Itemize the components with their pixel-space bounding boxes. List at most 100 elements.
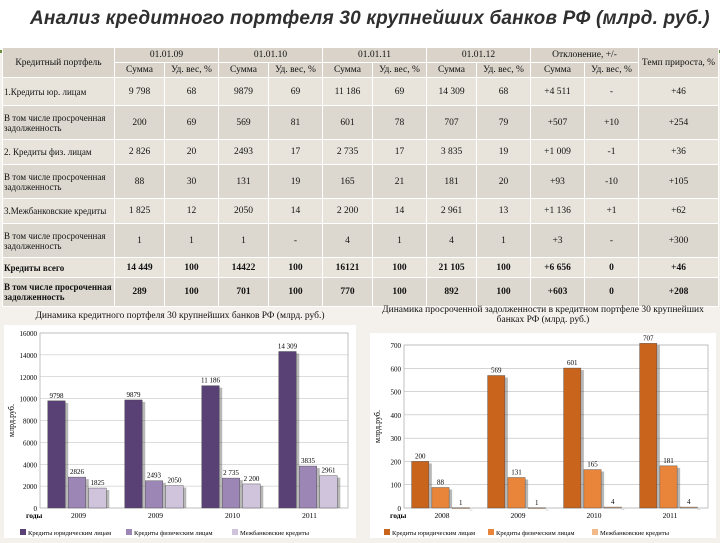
bar-shadow [449,489,453,508]
table-cell: 81 [268,105,323,140]
table-cell: 1 [114,223,165,258]
row-label: 3.Межбанковские кредиты [2,198,115,224]
table-cell: 100 [164,257,219,278]
legend-swatch [488,529,494,535]
y-tick-label: 12000 [20,374,38,382]
table-cell: 30 [164,164,219,199]
y-tick-label: 300 [391,435,402,443]
table-cell: -1 [584,139,639,165]
chart2-title: Динамика просроченной задолженности в кр… [382,305,704,325]
bar [507,477,526,509]
bar [451,507,470,509]
date-header: 01.01.09 [114,47,219,63]
bar-shadow [296,353,300,508]
share-subheader: Уд. вес, % [268,62,323,78]
table-row: 1.Кредиты юр. лицам 9 798 68 9879 69 11 186 69… [2,77,719,106]
bar-shadow [545,509,549,511]
x-tick-label: 2008 [435,511,450,520]
bar-shadow [504,377,508,508]
y-tick-label: 100 [391,482,402,490]
table-cell: 165 [322,164,373,199]
table-cell: 1 [218,223,269,258]
bar-shadow [183,487,187,508]
col-label-header: Кредитный портфель [2,47,115,78]
data-label: 11 186 [201,377,220,385]
legend-swatch [20,529,26,535]
table-row: В том числе просроченная задолженность 1 1… [2,223,719,258]
data-label: 1825 [91,479,106,487]
bar-shadow [337,477,341,508]
y-tick-label: 10000 [20,396,38,404]
table-cell: 88 [114,164,165,199]
y-tick-label: 200 [391,458,402,466]
table-cell: -10 [584,164,639,199]
table-cell: 0 [584,257,639,278]
table-header-row: Кредитный портфель 01.01.09 01.01.10 01.… [2,47,719,78]
row-label: 1.Кредиты юр. лицам [2,77,115,106]
bar [68,476,86,509]
bar-shadow [580,370,584,508]
bar-shadow [428,463,432,508]
date-header: 01.01.12 [426,47,531,63]
chart1-area: 0 2000 4000 6000 8000 10000 12000 14000 16000 млр… [4,325,356,538]
table-cell: 100 [164,277,219,307]
bar-shadow [677,467,681,508]
x-axis-label: годы [26,511,43,520]
y-tick-label: 8000 [23,418,38,426]
table-cell: 21 [372,164,427,199]
bar [639,343,658,509]
data-label: 2493 [147,472,162,480]
table-cell: +1 136 [530,198,585,224]
legend-entry: Кредиты юридическим лицам [392,530,475,537]
table-cell: 9879 [218,77,269,106]
table-cell: 20 [164,139,219,165]
data-label: 3835 [301,457,316,465]
table-cell: 2 961 [426,198,477,224]
table-cell: 200 [114,105,165,140]
row-label: 2. Кредиты физ. лицам [2,139,115,165]
x-tick-label: 2009 [148,511,163,520]
legend-entry: Кредиты физическим лицам [134,530,213,537]
data-label: 181 [663,457,674,465]
table-cell: 100 [268,257,323,278]
table-cell: 14 309 [426,77,477,106]
data-label: 4 [611,498,615,506]
data-label: 2826 [70,468,85,476]
table-cell: 78 [372,105,427,140]
table-cell: +62 [638,198,719,224]
table-cell: +93 [530,164,585,199]
data-label: 88 [437,479,445,487]
bar-shadow [469,509,473,511]
table-cell: 9 798 [114,77,165,106]
table-cell: 69 [372,77,427,106]
sum-subheader: Сумма [426,62,477,78]
table-cell: 4 [322,223,373,258]
table-cell: +507 [530,105,585,140]
chart1-title: Динамика кредитного портфеля 30 крупнейш… [35,311,325,321]
bar [201,385,220,509]
y-axis-label: млрд.руб. [373,410,382,443]
sum-subheader: Сумма [218,62,269,78]
y-tick-label: 700 [391,342,402,350]
legend-swatch [592,529,598,535]
legend-swatch [232,529,238,535]
table-cell: 19 [268,164,323,199]
bar [47,400,66,509]
bar [319,475,338,509]
table-cell: +1 009 [530,139,585,165]
table-cell: +254 [638,105,719,140]
growth-header: Темп прироста, % [638,47,719,78]
row-label: Кредиты всего [2,257,115,278]
portfolio-bar-chart: 0 2000 4000 6000 8000 10000 12000 14000 16000 млр… [7,330,349,537]
table-cell: 2 735 [322,139,373,165]
table-cell: 100 [476,277,531,307]
sum-subheader: Сумма [114,62,165,78]
table-cell: 100 [372,257,427,278]
table-cell: +36 [638,139,719,165]
table-cell: 100 [268,277,323,307]
table-cell: 1 [164,223,219,258]
table-cell: +6 656 [530,257,585,278]
data-label: 707 [643,334,654,342]
data-label: 9798 [49,392,64,400]
bar [603,506,622,509]
